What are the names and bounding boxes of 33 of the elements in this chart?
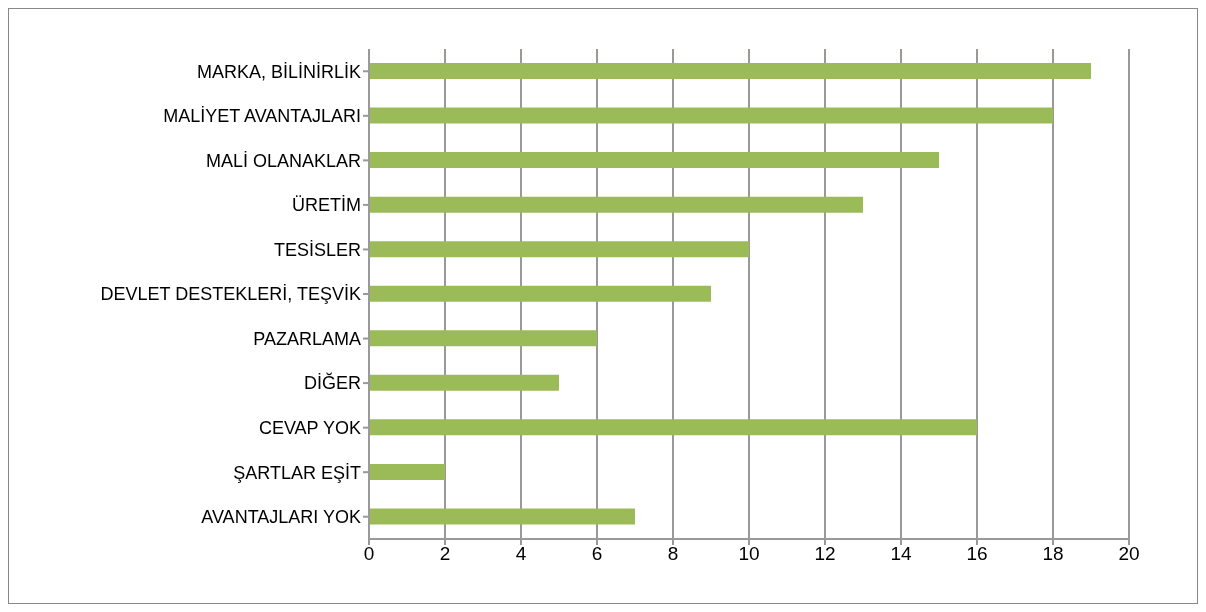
y-tick-label: ŞARTLAR EŞİT xyxy=(233,462,361,483)
x-tick-label: 8 xyxy=(667,543,679,565)
bar xyxy=(369,330,597,347)
y-tick-label: DİĞER xyxy=(303,372,361,394)
y-tick-label: CEVAP YOK xyxy=(258,418,361,439)
bar xyxy=(369,508,635,525)
x-tick-label: 18 xyxy=(1042,543,1064,565)
bar xyxy=(369,152,939,169)
x-tick-label: 20 xyxy=(1118,543,1140,565)
y-tick-label: PAZARLAMA xyxy=(253,328,361,349)
bar xyxy=(369,374,559,391)
y-tick-label: MALİ OLANAKLAR xyxy=(205,150,361,171)
y-tick-label: AVANTAJLARI YOK xyxy=(201,507,361,528)
bar xyxy=(369,463,445,480)
x-tick-label: 0 xyxy=(363,543,375,565)
y-tick-label: TESİSLER xyxy=(273,239,361,260)
x-tick-label: 4 xyxy=(515,543,527,565)
bar xyxy=(369,285,711,302)
y-tick-label: ÜRETİM xyxy=(292,195,361,216)
x-tick-label: 12 xyxy=(814,543,836,565)
x-tick-label: 16 xyxy=(966,543,988,565)
x-tick-label: 14 xyxy=(890,543,912,565)
y-tick-label: MARKA, BİLİNİRLİK xyxy=(196,61,361,82)
bar xyxy=(369,63,1091,79)
y-tick-label: DEVLET DESTEKLERİ, TEŞVİK xyxy=(100,284,361,305)
y-tick-label: MALİYET AVANTAJLARI xyxy=(163,106,361,127)
x-tick-label: 10 xyxy=(738,543,760,565)
bar xyxy=(369,196,863,213)
bar xyxy=(369,419,977,436)
bar xyxy=(369,241,749,258)
bar xyxy=(369,107,1053,124)
x-tick-label: 6 xyxy=(591,543,603,565)
x-tick-label: 2 xyxy=(439,543,451,565)
